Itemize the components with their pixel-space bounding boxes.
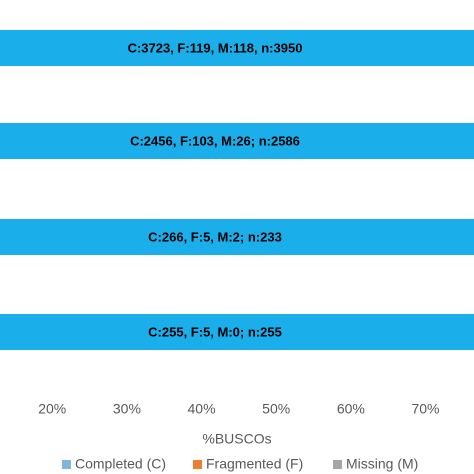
legend-label: Completed (C)	[75, 456, 166, 472]
legend-label: Missing (M)	[346, 456, 418, 472]
plot-area	[0, 30, 474, 350]
bar-label: C:266, F:5, M:2; n:233	[148, 229, 282, 244]
bar-label: C:255, F:5, M:0; n:255	[148, 324, 282, 339]
legend-swatch	[62, 460, 71, 469]
bar-segment	[0, 30, 474, 66]
bar-label: C:3723, F:119, M:118, n:3950	[128, 40, 303, 55]
x-tick-label: 60%	[337, 401, 365, 417]
bar-label: C:2456, F:103, M:26; n:2586	[130, 133, 300, 148]
bar-segment	[0, 123, 474, 159]
x-tick-label: 70%	[411, 401, 439, 417]
bar-segment	[0, 314, 474, 350]
bar-segment	[0, 219, 474, 255]
legend-swatch	[193, 460, 202, 469]
legend-swatch	[333, 460, 342, 469]
legend-label: Fragmented (F)	[206, 456, 303, 472]
x-axis-label: %BUSCOs	[202, 431, 271, 447]
x-tick-label: 20%	[38, 401, 66, 417]
x-tick-label: 40%	[188, 401, 216, 417]
x-tick-label: 30%	[113, 401, 141, 417]
x-tick-label: 50%	[262, 401, 290, 417]
